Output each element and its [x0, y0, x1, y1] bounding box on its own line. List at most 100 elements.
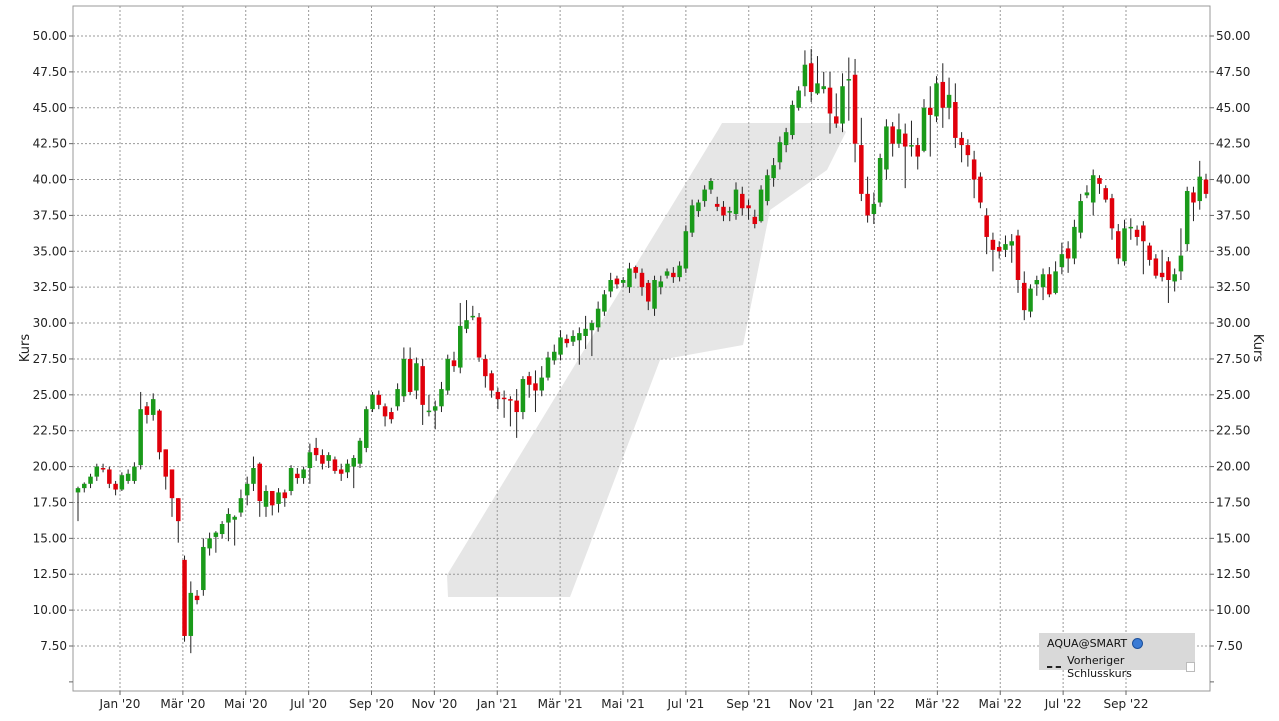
candle-body [451, 360, 457, 367]
candle-body [382, 406, 388, 417]
x-tick-label: Mär '20 [160, 697, 205, 711]
x-axis: Jan '20 Mär '20 Mai '20 Jul '20 Sep '20 Nov '… [99, 691, 1149, 711]
candle-body [1084, 192, 1090, 196]
candle-body [1078, 201, 1083, 233]
candle-body [169, 469, 175, 499]
watermark-shape [447, 123, 846, 597]
candle-body [75, 488, 81, 493]
candle-body [420, 366, 425, 405]
candle-body [119, 475, 125, 490]
x-tick-label: Sep '22 [1104, 697, 1149, 711]
candle-body [984, 215, 989, 237]
candle-body [777, 142, 783, 163]
candle-body [808, 63, 814, 92]
candle-body [445, 358, 450, 391]
candle-body [714, 203, 720, 207]
y-tick-label: 32.50 [1216, 280, 1250, 294]
candle-body [946, 94, 952, 108]
candle-body [414, 363, 419, 391]
y-tick-label: 25.00 [33, 388, 67, 402]
candle-body [552, 351, 557, 361]
candle-body [896, 129, 902, 144]
candle-body [1172, 274, 1177, 282]
candle-body [389, 412, 394, 420]
y-tick-label: 15.00 [33, 531, 67, 545]
candle-body [620, 280, 626, 283]
candle-body [827, 87, 833, 114]
candle-body [476, 317, 482, 358]
candle-body [82, 483, 87, 489]
candle-body [614, 278, 620, 285]
y-axis-right: 7.50 10.00 12.50 15.00 17.50 20.00 22.50 25.00 2… [1210, 29, 1250, 683]
candle-body [821, 86, 826, 90]
y-tick-label: 20.00 [33, 460, 67, 474]
candle-body [602, 294, 607, 312]
candle-body [890, 126, 895, 144]
candle-body [683, 231, 689, 269]
candle-body [263, 490, 269, 507]
candle-body [313, 447, 319, 456]
candle-body [1159, 272, 1165, 278]
candle-body [282, 492, 288, 499]
candle-body [539, 377, 544, 391]
candle-body [201, 546, 206, 591]
candle-body [928, 107, 933, 115]
candle-body [1134, 229, 1140, 237]
candle-body [176, 498, 181, 522]
candle-body [1197, 176, 1202, 202]
candle-body [470, 315, 476, 318]
candle-body [884, 126, 889, 170]
candle-body [783, 132, 789, 146]
candle-body [852, 74, 858, 144]
candle-body [520, 379, 526, 413]
y-tick-label: 30.00 [1216, 316, 1250, 330]
candle-body [846, 79, 852, 81]
candle-body [558, 337, 563, 355]
y-tick-label: 27.50 [33, 352, 67, 366]
candle-body [533, 383, 538, 391]
candle-body [207, 538, 212, 549]
x-tick-label: Nov '20 [411, 697, 457, 711]
candle-body [213, 532, 219, 537]
candle-body [288, 468, 294, 491]
y-tick-label: 27.50 [1216, 352, 1250, 366]
x-tick-label: Sep '20 [349, 697, 394, 711]
candle-body [364, 409, 369, 448]
candle-body [577, 333, 582, 341]
dashed-line-icon [1047, 666, 1062, 668]
candle-body [1191, 192, 1196, 203]
candle-body [840, 86, 845, 124]
candle-body [495, 391, 501, 400]
candle-body [658, 281, 664, 288]
candle-body [257, 463, 262, 502]
y-tick-label: 40.00 [33, 173, 67, 187]
candle-body [1009, 241, 1014, 246]
candle-body [545, 357, 551, 378]
candle-body [1103, 188, 1108, 200]
candle-body [746, 205, 751, 209]
candle-body [1166, 261, 1171, 280]
globe-icon[interactable] [1132, 638, 1144, 649]
candle-body [652, 280, 657, 309]
x-tick-label: Jul '21 [666, 697, 704, 711]
candle-body [1122, 228, 1127, 262]
candle-body [696, 202, 701, 212]
candle-body [270, 490, 275, 506]
y-tick-label: 47.50 [1216, 65, 1250, 79]
y-tick-label: 47.50 [33, 65, 67, 79]
candle-body [921, 107, 927, 151]
y-tick-label: 12.50 [33, 567, 67, 581]
candle-body [483, 358, 488, 377]
candle-body [915, 145, 920, 157]
candle-body [1072, 226, 1077, 259]
y-tick-label: 17.50 [33, 495, 67, 509]
candle-body [664, 271, 670, 276]
x-tick-label: Mär '22 [915, 697, 960, 711]
y-tick-label: 37.50 [33, 208, 67, 222]
candle-body [489, 373, 494, 391]
prev-close-checkbox[interactable] [1185, 662, 1196, 672]
candle-body [583, 328, 588, 336]
candle-body [107, 469, 112, 484]
candle-body [88, 476, 93, 484]
candle-body [1203, 179, 1209, 194]
